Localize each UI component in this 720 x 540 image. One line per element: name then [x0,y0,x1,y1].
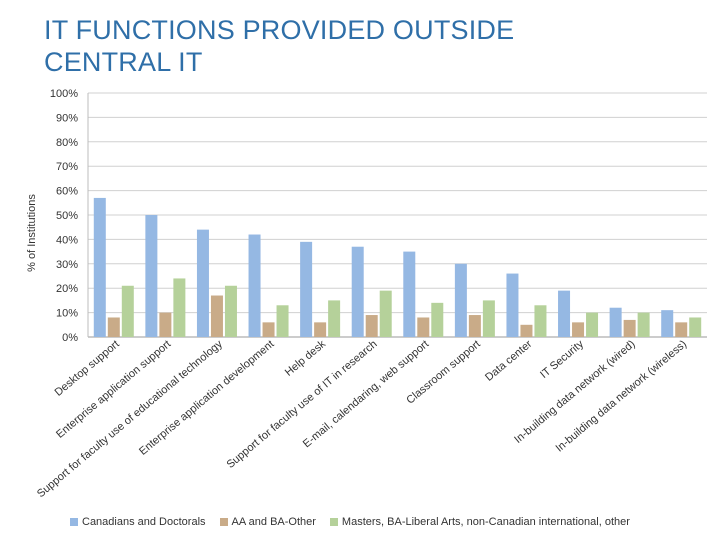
title-line-1: IT FUNCTIONS PROVIDED OUTSIDE [44,15,515,45]
bar [572,322,585,337]
legend-label: Masters, BA-Liberal Arts, non-Canadian i… [341,516,630,528]
bar [365,315,378,337]
bar [351,246,364,337]
bar [675,322,688,337]
x-category-label: IT Security [538,338,586,381]
bar [159,312,172,337]
bar [520,324,533,337]
bar [506,273,519,337]
chart-legend: Canadians and Doctorals AA and BA-Other Ma… [70,514,630,530]
legend-item: AA and BA-Other [219,516,316,528]
y-tick-label: 50% [56,210,78,222]
y-tick-label: 100% [50,88,78,100]
bar [121,285,134,337]
y-tick-label: 40% [56,234,78,246]
bar [314,322,327,337]
bar [173,278,186,337]
bar [210,295,223,337]
bar [454,263,467,337]
legend-label: AA and BA-Other [231,516,316,528]
bar [224,285,237,337]
x-category-label: Support for faculty use of educational t… [35,338,225,500]
y-tick-label: 90% [56,112,78,124]
title-line-2: CENTRAL IT [44,47,203,77]
legend-item: Masters, BA-Liberal Arts, non-Canadian i… [329,516,630,528]
bar [661,310,674,337]
legend-swatch [70,518,78,526]
bar [482,300,495,337]
bar [431,302,444,337]
bar [328,300,341,337]
bar [248,234,261,337]
legend-swatch [219,518,228,526]
legend-item: Canadians and Doctorals [70,516,206,528]
legend-label: Canadians and Doctorals [82,516,206,528]
bar [107,317,120,337]
y-tick-label: 10% [56,308,78,320]
y-tick-label: 70% [56,161,78,173]
x-category-label: Data center [483,338,535,384]
legend-swatch [329,518,338,526]
y-tick-label: 80% [56,137,78,149]
bar [586,312,599,337]
bar [417,317,430,337]
bar [609,307,622,337]
bar [300,241,313,337]
bars [93,197,702,337]
bar [689,317,702,337]
y-tick-label: 60% [56,186,78,198]
y-tick-label: 20% [56,283,78,295]
bar [623,319,636,337]
y-axis-label: % of Institutions [26,194,38,272]
bar [196,229,209,337]
page-title: IT FUNCTIONS PROVIDED OUTSIDE CENTRAL IT [44,14,644,78]
bar [145,215,158,337]
y-axis-tick-labels: 0% 10% 20% 30% 40% 50% 60% 70% 80% 90% 100% [50,88,78,344]
bar [468,315,481,337]
bar [262,322,275,337]
bar [637,312,650,337]
bar [276,305,289,337]
bar [379,290,392,337]
x-category-label: Help desk [283,338,329,379]
bar [534,305,547,337]
y-tick-label: 30% [56,259,78,271]
bar [403,251,416,337]
bar [558,290,571,337]
gridlines [87,92,707,338]
y-tick-label: 0% [62,332,78,344]
bar [93,197,106,337]
